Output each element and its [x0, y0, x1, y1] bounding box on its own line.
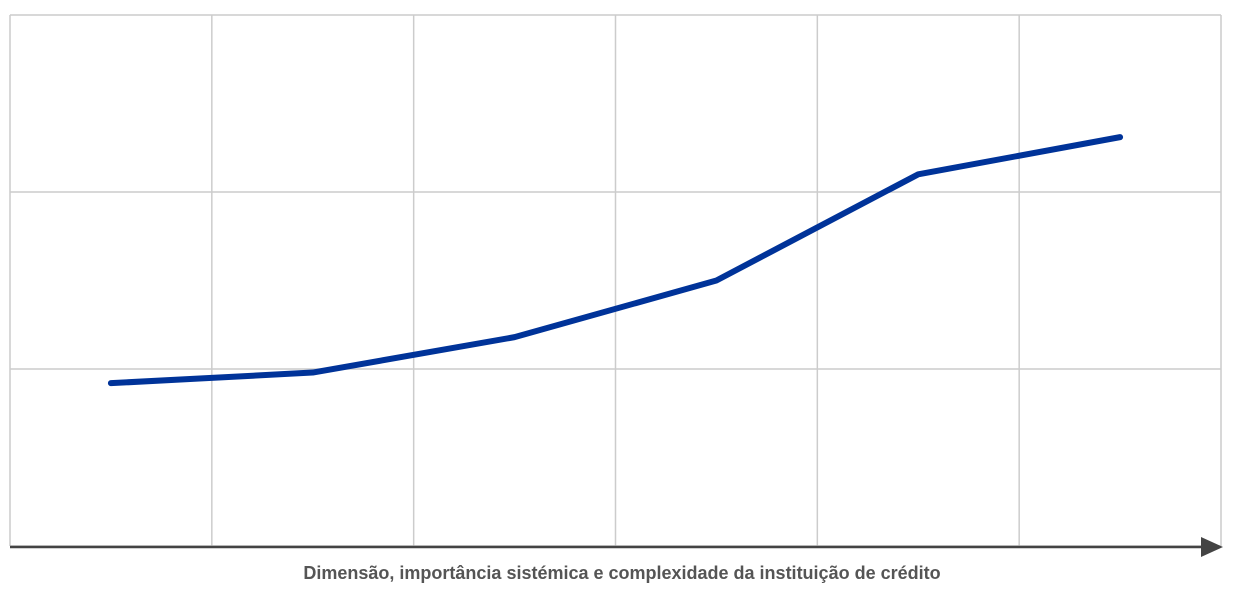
x-axis-arrow: [1201, 537, 1223, 557]
x-axis-label: Dimensão, importância sistémica e comple…: [303, 563, 940, 583]
line: [107, 134, 1124, 387]
